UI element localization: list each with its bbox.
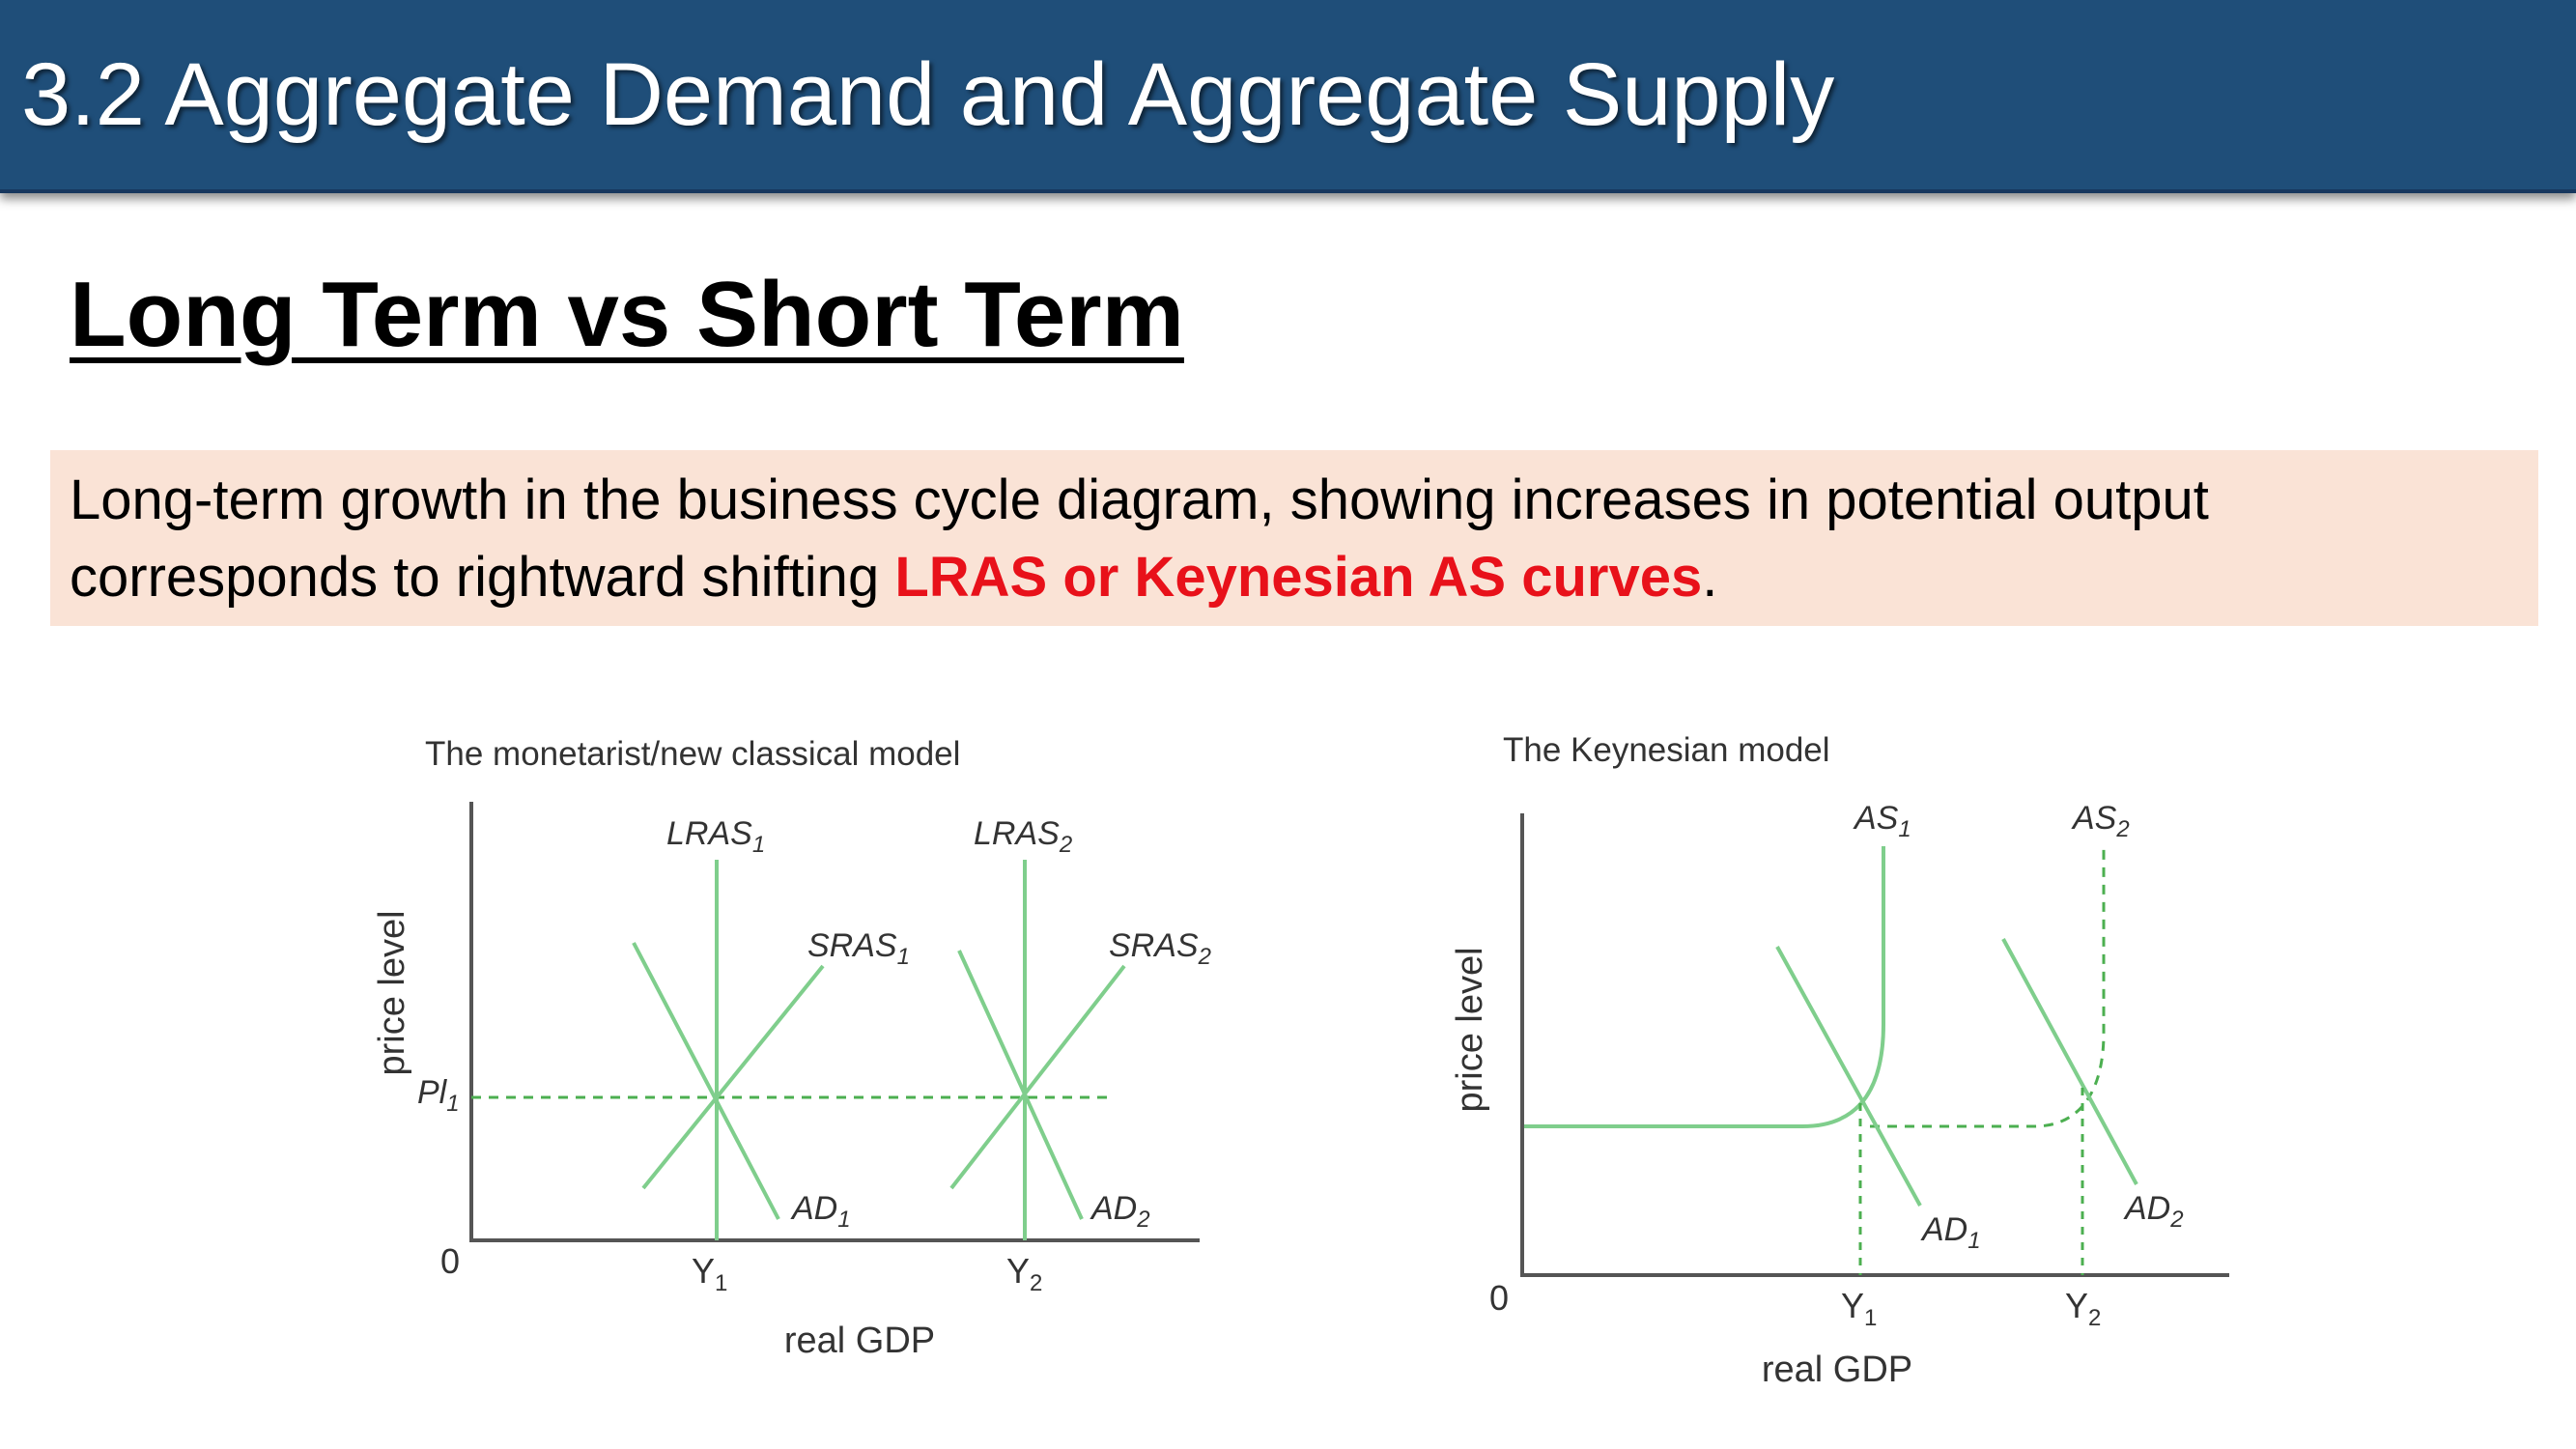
keynesian-ad1-sub: 1: [1967, 1228, 1980, 1254]
sras1-curve: [641, 964, 825, 1190]
lras2-label: LRAS2: [974, 815, 1072, 858]
as1-curve: [1524, 846, 1885, 1128]
monetarist-xlabel: real GDP: [784, 1321, 935, 1361]
as2-main: AS: [2071, 800, 2117, 837]
keynesian-origin: 0: [1489, 1278, 1509, 1318]
sras2-main: SRAS: [1109, 927, 1199, 964]
callout-text-plain: Long-term growth in the business cycle d…: [70, 469, 2209, 609]
keynesian-ad2-main: AD: [2123, 1190, 2170, 1227]
title-bar: 3.2 Aggregate Demand and Aggregate Suppl…: [0, 0, 2576, 193]
as1-label: AS1: [1853, 800, 1911, 842]
keynesian-y1-sub: 1: [1864, 1305, 1877, 1331]
lras1-sub: 1: [752, 832, 765, 858]
monetarist-y1-main: Y: [692, 1251, 715, 1291]
monetarist-ad1-label: AD1: [790, 1190, 851, 1233]
callout-box: Long-term growth in the business cycle d…: [50, 450, 2538, 626]
monetarist-title: The monetarist/new classical model: [425, 735, 960, 773]
lras1-label: LRAS1: [666, 815, 765, 858]
keynesian-xlabel: real GDP: [1762, 1350, 1912, 1390]
slide-title: 3.2 Aggregate Demand and Aggregate Suppl…: [21, 45, 1835, 144]
callout-text: Long-term growth in the business cycle d…: [70, 462, 2523, 616]
monetarist-ad2-label: AD2: [1090, 1190, 1150, 1233]
monetarist-y1-sub: 1: [715, 1270, 727, 1296]
monetarist-y1-label: Y1: [692, 1251, 727, 1296]
keynesian-diagram: The Keynesian model price level real GDP…: [1450, 731, 2229, 1390]
as2-label: AS2: [2071, 800, 2130, 842]
monetarist-y2-label: Y2: [1006, 1251, 1042, 1296]
keynesian-ad2-curve: [2001, 938, 2138, 1185]
keynesian-y2-main: Y: [2065, 1286, 2088, 1325]
monetarist-pl1-sub: 1: [446, 1091, 459, 1117]
keynesian-ad1-curve: [1775, 946, 1922, 1207]
lras2-main: LRAS: [974, 815, 1060, 852]
keynesian-y2-label: Y2: [2065, 1286, 2101, 1331]
as1-main: AS: [1853, 800, 1899, 837]
monetarist-origin: 0: [440, 1241, 460, 1281]
keynesian-ad2-sub: 2: [2169, 1207, 2183, 1233]
as2-sub: 2: [2115, 816, 2129, 842]
as2-curve: [1870, 846, 2106, 1128]
keynesian-ad1-main: AD: [1920, 1211, 1967, 1248]
section-heading: Long Term vs Short Term: [70, 263, 1184, 366]
monetarist-ad2-curve: [957, 950, 1084, 1220]
monetarist-y2-sub: 2: [1030, 1270, 1042, 1296]
as1-sub: 1: [1898, 816, 1911, 842]
monetarist-ad1-main: AD: [790, 1190, 837, 1227]
lras2-sub: 2: [1059, 832, 1072, 858]
sras1-sub: 1: [897, 944, 910, 970]
lras1-main: LRAS: [666, 815, 752, 852]
sras1-label: SRAS1: [807, 927, 910, 970]
callout-highlight: LRAS or Keynesian AS curves: [894, 546, 1703, 609]
monetarist-ad2-sub: 2: [1136, 1207, 1149, 1233]
monetarist-y2-main: Y: [1006, 1251, 1030, 1291]
keynesian-y1-label: Y1: [1841, 1286, 1877, 1331]
monetarist-ad2-main: AD: [1090, 1190, 1137, 1227]
monetarist-ylabel: price level: [372, 910, 412, 1075]
monetarist-pl1-main: Pl: [417, 1074, 448, 1111]
sras2-curve: [949, 964, 1126, 1190]
monetarist-ad1-sub: 1: [837, 1207, 850, 1233]
keynesian-ylabel: price level: [1450, 947, 1490, 1112]
keynesian-ad1-label: AD1: [1920, 1211, 1981, 1254]
monetarist-diagram: The monetarist/new classical model price…: [372, 735, 1211, 1361]
sras1-main: SRAS: [807, 927, 897, 964]
keynesian-ad2-label: AD2: [2123, 1190, 2184, 1233]
sras2-label: SRAS2: [1109, 927, 1211, 970]
keynesian-y1-main: Y: [1841, 1286, 1864, 1325]
monetarist-ad1-curve: [632, 942, 780, 1220]
monetarist-pl1-label: Pl1: [417, 1074, 460, 1117]
keynesian-y2-sub: 2: [2088, 1305, 2101, 1331]
keynesian-title: The Keynesian model: [1503, 731, 1830, 769]
callout-text-end: .: [1702, 546, 1718, 609]
sras2-sub: 2: [1198, 944, 1211, 970]
